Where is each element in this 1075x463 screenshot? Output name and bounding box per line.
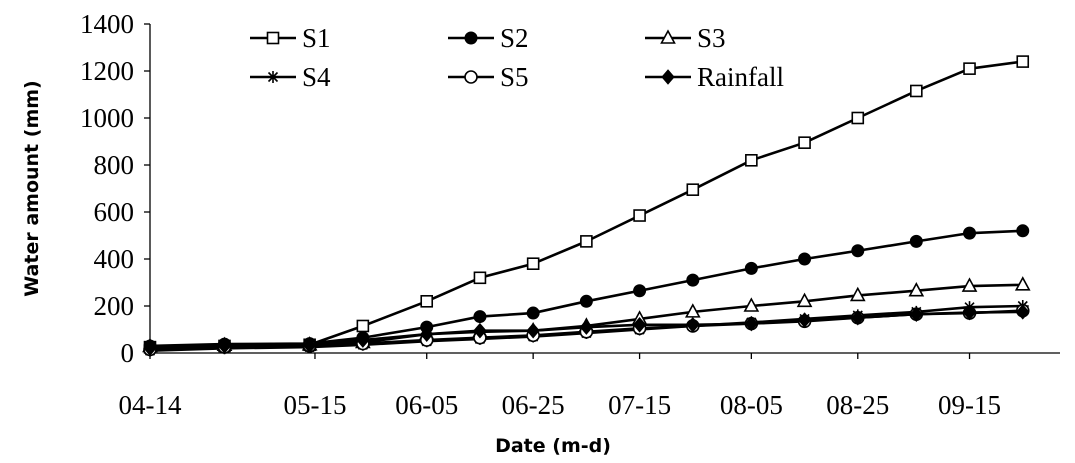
legend-marker-s2 [464, 31, 478, 45]
data-point-rainfall [851, 309, 865, 326]
x-ticks: 04-14 05-15 06-05 06-25 07-15 08-05 08-25 09-15 [119, 353, 1001, 420]
data-point-rainfall [420, 326, 434, 342]
data-point-rainfall [217, 338, 232, 354]
y-tick-label: 200 [94, 291, 135, 321]
data-point-s3 [961, 277, 978, 292]
data-point-s1 [356, 319, 370, 333]
legend-marker-s1 [266, 31, 280, 45]
data-point-s2 [686, 273, 700, 287]
y-ticks: 0 200 400 600 800 1000 1200 1400 [80, 9, 150, 368]
axes [149, 24, 1060, 354]
legend-item-s5: S5 [448, 62, 529, 92]
data-point-s1 [580, 235, 593, 248]
x-tick-label: 08-25 [826, 390, 889, 420]
legend-marker-s5 [464, 70, 478, 84]
series-line-s2 [149, 229, 1023, 348]
data-point-s1 [420, 294, 434, 308]
data-point-s1 [851, 111, 865, 125]
data-point-s1 [1016, 55, 1030, 68]
data-point-s1 [745, 154, 758, 167]
data-point-rainfall [1016, 304, 1030, 320]
y-axis-title: Water amount (mm) [21, 80, 43, 296]
data-point-s2 [963, 226, 977, 240]
series-s1 [143, 55, 1030, 354]
y-tick-label: 0 [121, 338, 135, 368]
y-tick-label: 600 [94, 197, 135, 227]
data-point-s2 [798, 252, 812, 266]
data-point-rainfall [143, 340, 157, 357]
data-point-s3 [684, 303, 701, 318]
legend-label-rainfall: Rainfall [697, 62, 784, 92]
legend-marker-s4 [267, 71, 279, 83]
legend-label-s5: S5 [500, 62, 529, 92]
data-point-s2 [744, 261, 758, 275]
data-point-s3 [796, 292, 813, 308]
data-point-s2 [473, 310, 487, 324]
data-point-s3 [1014, 276, 1031, 291]
data-point-s2 [851, 244, 865, 258]
legend-item-s2: S2 [448, 23, 529, 53]
x-tick-label: 06-05 [395, 390, 458, 420]
x-tick-label: 09-15 [938, 390, 1001, 420]
legend-marker-rainfall [661, 69, 675, 85]
data-point-s2 [909, 234, 923, 248]
legend-label-s4: S4 [302, 62, 331, 92]
data-point-rainfall [686, 317, 700, 333]
data-point-s1 [686, 183, 700, 196]
data-point-s1 [473, 271, 487, 285]
legend-label-s2: S2 [500, 23, 529, 53]
data-point-s2 [579, 294, 593, 308]
y-tick-label: 1000 [80, 103, 134, 133]
data-point-s2 [526, 306, 540, 320]
data-point-s2 [1016, 224, 1030, 238]
data-point-rainfall [473, 322, 487, 339]
data-point-s1 [798, 136, 811, 149]
data-point-rainfall [909, 306, 923, 322]
x-tick-label: 05-15 [283, 390, 346, 420]
y-tick-label: 800 [94, 150, 135, 180]
x-axis-title: Date (m-d) [495, 435, 611, 457]
x-tick-label: 08-05 [720, 390, 783, 420]
series-line-s1 [149, 60, 1023, 349]
x-tick-label: 04-14 [119, 390, 182, 420]
data-point-rainfall [579, 319, 594, 335]
x-tick-label: 07-15 [608, 390, 671, 420]
legend-label-s1: S1 [302, 23, 331, 53]
data-point-s1 [526, 257, 540, 271]
data-point-rainfall [526, 322, 540, 339]
legend-marker-s3 [660, 29, 676, 44]
data-point-rainfall [356, 332, 370, 348]
data-point-s3 [908, 282, 925, 297]
data-point-s2 [633, 284, 647, 298]
x-tick-label: 06-25 [502, 390, 565, 420]
legend-item-s4: S4 [250, 62, 331, 92]
y-tick-label: 400 [94, 244, 135, 274]
data-point-s1 [633, 209, 646, 222]
data-point-rainfall [632, 317, 647, 333]
legend-item-s1: S1 [250, 23, 331, 53]
data-point-rainfall [744, 315, 759, 332]
legend: S1 S2 S3 S4 S5 Rainfall [250, 23, 784, 92]
data-point-rainfall [962, 304, 977, 321]
data-point-rainfall [797, 312, 812, 328]
series-line-rainfall [149, 310, 1023, 350]
data-point-s1 [963, 62, 976, 75]
data-point-rainfall [302, 337, 317, 354]
legend-item-rainfall: Rainfall [645, 62, 784, 92]
series-group [142, 55, 1031, 357]
legend-label-s3: S3 [697, 23, 726, 53]
data-point-s3 [849, 286, 866, 302]
y-tick-label: 1200 [80, 56, 134, 86]
y-tick-label: 1400 [80, 9, 134, 39]
data-point-s1 [910, 84, 923, 98]
data-point-s3 [743, 297, 760, 312]
series-rainfall [143, 304, 1030, 357]
legend-item-s3: S3 [645, 23, 726, 53]
